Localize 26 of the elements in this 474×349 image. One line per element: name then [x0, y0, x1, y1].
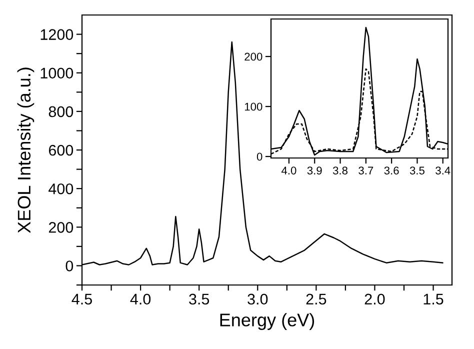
y-tick-label: 200: [48, 222, 74, 233]
y-tick-label: 200: [244, 52, 262, 61]
y-tick-label: 0: [256, 152, 262, 161]
x-tick-label: 3.9: [307, 166, 322, 174]
x-tick-label: 3.0: [248, 294, 268, 305]
x-tick-label: 4.5: [72, 294, 92, 305]
x-tick-label: 3.5: [410, 166, 424, 174]
y-tick-label: 400: [48, 183, 74, 194]
x-tick-label: 3.8: [332, 166, 348, 174]
y-tick-label: 800: [48, 106, 74, 118]
x-tick-label: 2.0: [364, 294, 385, 305]
x-tick-label: 3.7: [358, 166, 374, 174]
x-tick-label: 2.5: [306, 294, 326, 305]
y-tick-label: 1000: [40, 68, 74, 79]
y-tick-label: 100: [244, 102, 262, 111]
x-tick-label: 1.5: [424, 294, 444, 305]
x-tick-label: 3.4: [436, 166, 450, 174]
y-tick-label: 1200: [40, 29, 74, 40]
x-axis-title: Energy (eV): [220, 313, 314, 330]
y-axis-title: XEOL Intensity (a.u.): [17, 68, 34, 234]
x-tick-label: 4.0: [281, 166, 296, 174]
x-tick-label: 4.0: [130, 294, 151, 305]
y-tick-label: 0: [66, 260, 74, 272]
y-tick-label: 600: [48, 144, 74, 156]
x-tick-label: 3.6: [384, 166, 399, 174]
x-tick-label: 3.5: [189, 294, 210, 305]
